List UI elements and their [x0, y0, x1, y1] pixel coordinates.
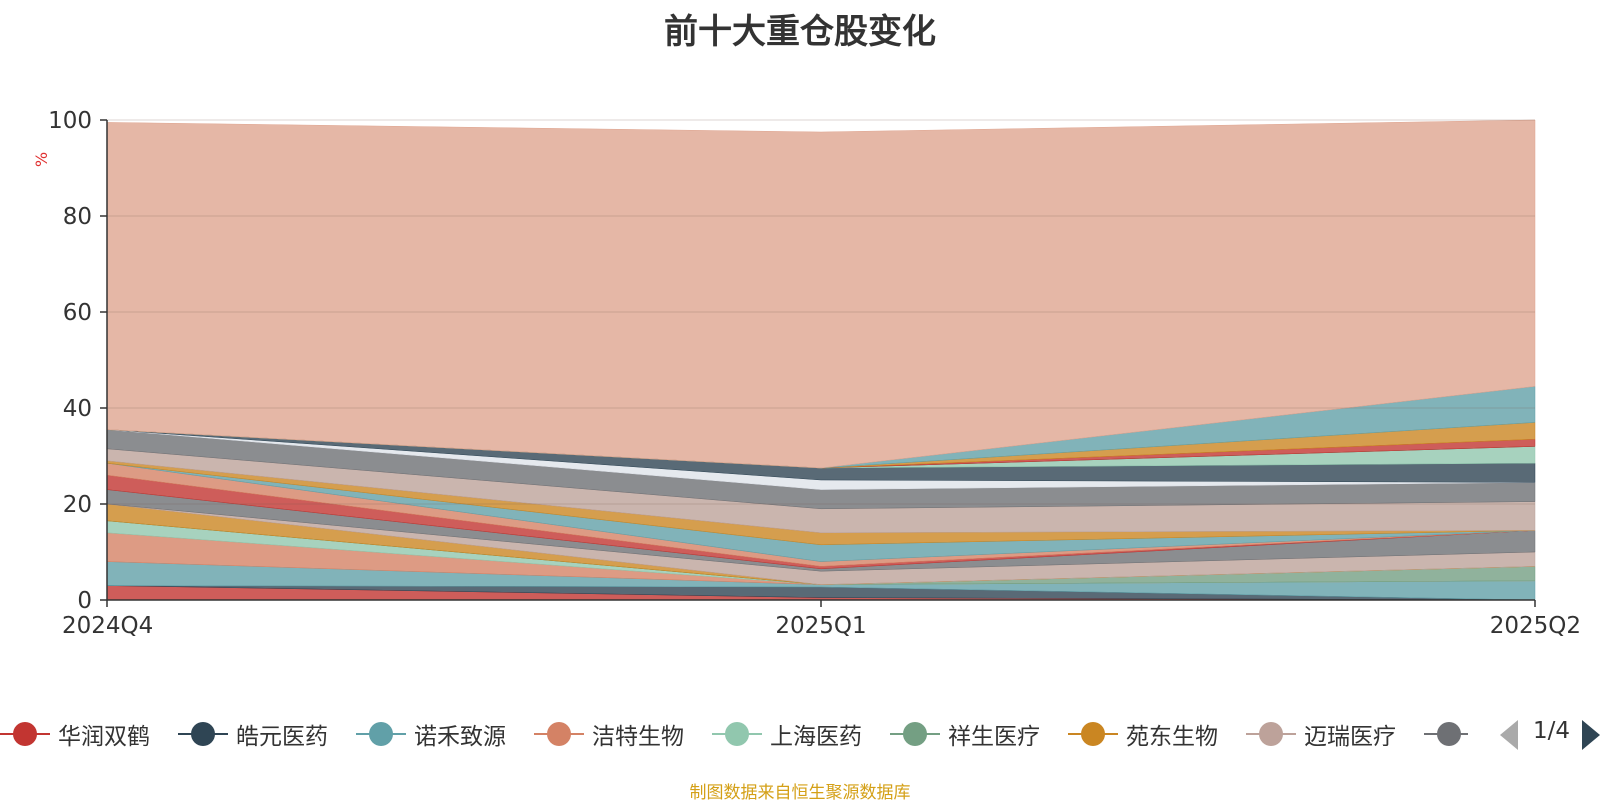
legend-marker-icon — [1068, 716, 1118, 752]
legend: 华润双鹤 皓元医药 诺禾致源 洁特生物 上海医药 祥生医疗 苑东生物 迈瑞医疗 康 1/4 — [0, 716, 1600, 752]
legend-item[interactable]: 洁特生物 — [534, 716, 684, 752]
legend-prev-icon[interactable] — [1500, 720, 1518, 750]
legend-marker-icon — [534, 716, 584, 752]
legend-label: 华润双鹤 — [58, 724, 150, 750]
legend-item[interactable]: 上海医药 — [712, 716, 862, 752]
y-tick-label: 100 — [48, 108, 92, 134]
y-axis-label: % — [32, 151, 52, 168]
legend-label: 洁特生物 — [592, 724, 684, 750]
legend-item[interactable]: 祥生医疗 — [890, 716, 1040, 752]
x-axis-ticks: 2024Q4 2025Q1 2025Q2 — [62, 600, 1581, 639]
legend-label: 上海医药 — [770, 724, 862, 750]
y-tick-label: 40 — [63, 396, 92, 422]
legend-label: 苑东生物 — [1126, 724, 1218, 750]
x-tick-label: 2025Q1 — [775, 613, 866, 639]
legend-items: 华润双鹤 皓元医药 诺禾致源 洁特生物 上海医药 祥生医疗 苑东生物 迈瑞医疗 康 — [0, 716, 1468, 752]
legend-page-indicator: 1/4 — [1533, 718, 1571, 744]
y-tick-label: 60 — [63, 300, 92, 326]
legend-marker-icon — [712, 716, 762, 752]
chart-title: 前十大重仓股变化 — [664, 12, 936, 52]
legend-label: 皓元医药 — [236, 724, 328, 750]
x-tick-label: 2025Q2 — [1490, 613, 1581, 639]
legend-label: 迈瑞医疗 — [1304, 724, 1396, 750]
series-areas — [106, 119, 1536, 601]
legend-item[interactable]: 苑东生物 — [1068, 716, 1218, 752]
y-tick-label: 80 — [63, 204, 92, 230]
legend-marker-icon — [356, 716, 406, 752]
legend-item[interactable]: 康 — [1424, 716, 1468, 752]
source-note: 制图数据来自恒生聚源数据库 — [689, 783, 911, 803]
grid-lines — [107, 119, 1535, 505]
legend-pager: 1/4 — [1500, 716, 1600, 752]
legend-next-icon[interactable] — [1582, 720, 1600, 750]
legend-item[interactable]: 迈瑞医疗 — [1246, 716, 1396, 752]
legend-item[interactable]: 华润双鹤 — [0, 716, 150, 752]
legend-marker-icon — [1424, 716, 1468, 752]
y-tick-label: 0 — [77, 588, 92, 614]
y-tick-label: 20 — [63, 492, 92, 518]
legend-marker-icon — [1246, 716, 1296, 752]
legend-item[interactable]: 诺禾致源 — [356, 716, 506, 752]
legend-marker-icon — [890, 716, 940, 752]
y-axis-ticks: 0 20 40 60 80 100 — [48, 108, 107, 614]
area-chart: 0 20 40 60 80 100 2024Q4 2025Q1 2025Q2 — [48, 108, 1581, 639]
x-tick-label: 2024Q4 — [62, 613, 153, 639]
legend-marker-icon — [178, 716, 228, 752]
legend-label: 祥生医疗 — [948, 724, 1040, 750]
legend-item[interactable]: 皓元医药 — [178, 716, 328, 752]
legend-marker-icon — [0, 716, 50, 752]
legend-label: 诺禾致源 — [414, 724, 506, 750]
